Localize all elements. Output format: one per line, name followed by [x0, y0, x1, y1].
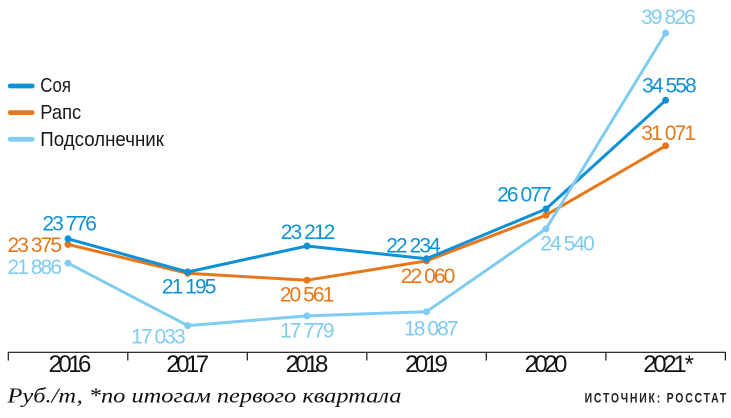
svg-text:Соя: Соя — [40, 75, 71, 97]
svg-text:23 212: 23 212 — [281, 221, 336, 244]
svg-text:39 826: 39 826 — [641, 6, 696, 29]
svg-text:17 779: 17 779 — [280, 320, 335, 343]
svg-text:18 087: 18 087 — [404, 317, 459, 340]
svg-text:2016: 2016 — [49, 351, 92, 378]
svg-text:17 033: 17 033 — [131, 326, 186, 349]
svg-text:2017: 2017 — [166, 351, 209, 378]
svg-text:Рапс: Рапс — [40, 102, 81, 124]
svg-text:2019: 2019 — [405, 351, 448, 378]
svg-text:2020: 2020 — [525, 351, 568, 378]
svg-text:20 561: 20 561 — [280, 284, 335, 307]
svg-text:31 071: 31 071 — [641, 122, 696, 145]
svg-text:Подсолнечник: Подсолнечник — [40, 129, 165, 151]
svg-text:2018: 2018 — [286, 351, 329, 378]
svg-text:23 375: 23 375 — [8, 234, 63, 257]
svg-text:24 540: 24 540 — [540, 233, 595, 256]
svg-text:26 077: 26 077 — [497, 184, 552, 207]
svg-text:21 195: 21 195 — [162, 276, 217, 299]
svg-text:ИСТОЧНИК: РОССТАТ: ИСТОЧНИК: РОССТАТ — [585, 390, 729, 406]
svg-text:21 886: 21 886 — [7, 256, 62, 279]
svg-text:22 060: 22 060 — [401, 265, 456, 288]
svg-text:22 234: 22 234 — [386, 234, 441, 257]
svg-text:Руб./т, *по итогам первого ква: Руб./т, *по итогам первого квартала — [6, 384, 401, 408]
svg-text:2021 *: 2021 * — [643, 351, 694, 378]
svg-text:34 558: 34 558 — [642, 75, 697, 98]
svg-text:23 776: 23 776 — [42, 212, 97, 235]
